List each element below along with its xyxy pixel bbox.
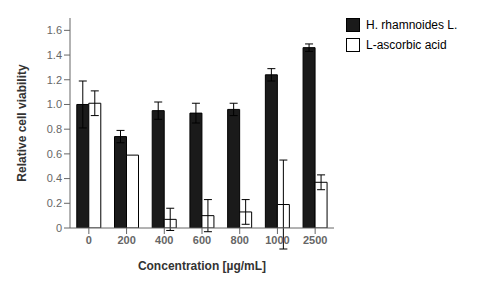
svg-text:0.6: 0.6 (47, 148, 62, 160)
svg-text:1.2: 1.2 (47, 74, 62, 86)
svg-text:0.4: 0.4 (47, 172, 62, 184)
svg-text:0: 0 (86, 234, 92, 246)
svg-text:0.2: 0.2 (47, 197, 62, 209)
svg-text:1.0: 1.0 (47, 98, 62, 110)
html-text:L-ascorbic acid: L-ascorbic acid (366, 38, 447, 52)
svg-text:1.4: 1.4 (47, 49, 62, 61)
svg-text:Concentration [µg/mL]: Concentration [µg/mL] (138, 259, 266, 273)
svg-text:2500: 2500 (303, 234, 327, 246)
svg-text:1.6: 1.6 (47, 24, 62, 36)
svg-text:1000: 1000 (265, 234, 289, 246)
svg-text:600: 600 (193, 234, 211, 246)
svg-text:0: 0 (56, 222, 62, 234)
svg-text:800: 800 (231, 234, 249, 246)
svg-text:0.8: 0.8 (47, 123, 62, 135)
svg-text:200: 200 (117, 234, 135, 246)
svg-text:400: 400 (155, 234, 173, 246)
html-text:H. rhamnoides L.: H. rhamnoides L. (366, 18, 458, 32)
svg-text:Relative cell viability: Relative cell viability (15, 64, 29, 182)
